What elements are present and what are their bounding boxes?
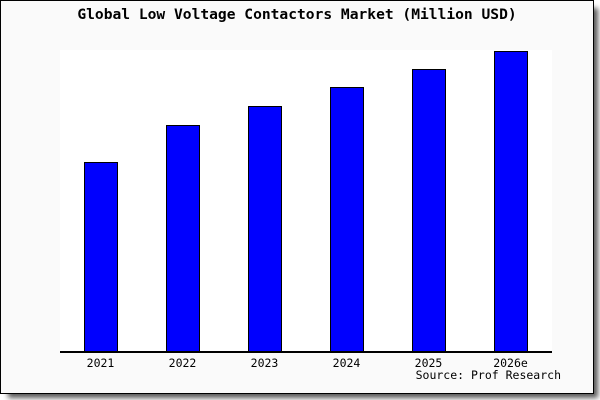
chart-title: Global Low Voltage Contactors Market (Mi… [77,6,517,23]
bar-slot [60,50,142,351]
x-tick-label-2021: 2021 [86,356,115,370]
bar-2025 [411,68,446,351]
bar-slot [224,50,306,351]
plot-area [59,49,552,353]
bar-2026e [493,50,528,351]
bar-slot [142,50,224,351]
bar-2023 [247,105,282,351]
bar-slot [388,50,470,351]
x-tick-label-2023: 2023 [250,356,279,370]
bar-slot [306,50,388,351]
source-note: Source: Prof Research [415,368,561,382]
bars-row [60,50,552,351]
bar-2024 [329,86,364,351]
bar-2021 [83,161,118,351]
x-tick-label-2025: 2025 [414,356,443,370]
x-tick-label-2024: 2024 [332,356,361,370]
x-tick-label-2026e: 2026e [493,356,528,370]
bar-slot [470,50,552,351]
bar-2022 [165,124,200,351]
x-tick-label-2022: 2022 [168,356,197,370]
chart-card: Global Low Voltage Contactors Market (Mi… [0,0,594,394]
x-axis-labels: 2021 2022 2023 2024 2025 2026e [60,353,552,370]
